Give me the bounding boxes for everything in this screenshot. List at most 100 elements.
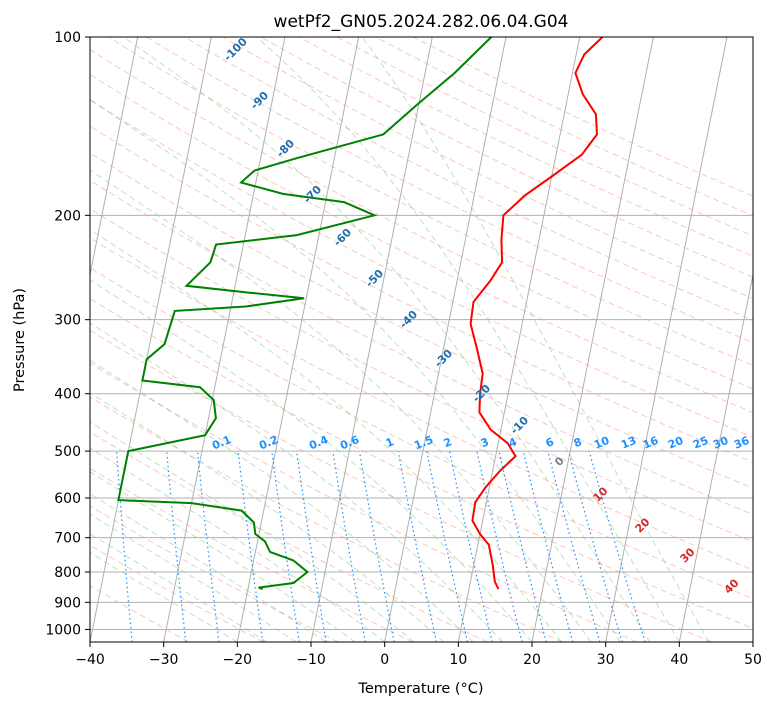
moist-adiabat-label: 0 [552, 454, 567, 469]
mixing-ratio-label: 6 [544, 435, 556, 450]
dry-adiabat-line [90, 362, 638, 642]
mixing-ratio-label: 3 [479, 435, 491, 450]
moist-adiabat-label: 40 [722, 576, 742, 596]
x-tick-label: 30 [597, 652, 615, 668]
isotherm-line [0, 37, 64, 642]
mixing-ratio-line [166, 451, 187, 642]
isotherm-label: -30 [432, 347, 455, 370]
dry-adiabat-line [90, 329, 712, 642]
dry-adiabat-line [90, 396, 563, 642]
moist-adiabat-line [90, 322, 503, 642]
isotherm-line [310, 37, 433, 642]
moist-adiabat-line [90, 279, 533, 642]
mixing-ratio-line [498, 450, 547, 642]
dry-adiabat-line [90, 208, 753, 543]
isotherm-line [384, 37, 507, 642]
moist-adiabat-line [90, 533, 268, 642]
x-tick-label: −20 [223, 652, 253, 668]
moist-adiabat-line [90, 359, 474, 642]
moist-adiabat-line [123, 37, 651, 642]
isotherm-line [457, 37, 581, 642]
dry-adiabat-line [90, 585, 190, 642]
moist-adiabat-line [90, 513, 297, 642]
axes: −40 −30 −20 −10 0 10 20 30 40 5010020030040050060… [45, 30, 762, 668]
isotherm-line [236, 37, 360, 642]
isotherm-line [90, 37, 212, 642]
mixing-ratio-label: 0.2 [257, 433, 280, 452]
isotherm-line [90, 37, 139, 278]
x-tick-label: −10 [296, 652, 326, 668]
mixing-ratio-label: 13 [619, 434, 638, 452]
dry-adiabat-line [107, 37, 753, 366]
moist-adiabat-line [90, 169, 592, 642]
mixing-ratio-line [296, 451, 327, 642]
moist-adiabat-line [90, 552, 238, 642]
moist-adiabat-line [361, 37, 710, 642]
mixing-ratio-label: 4 [507, 435, 519, 450]
dry-adiabat-line [90, 49, 753, 390]
y-tick-label: 100 [54, 30, 81, 46]
x-tick-label: −40 [75, 652, 105, 668]
isotherm-line [531, 37, 654, 642]
mixing-ratio-label: 20 [666, 434, 685, 452]
isotherm-line [605, 37, 728, 642]
mixing-ratio-line [448, 450, 493, 642]
chart-title: wetPf2_GN05.2024.282.06.04.G04 [274, 12, 569, 32]
dry-adiabat-line [336, 37, 753, 237]
isotherm-label: -40 [397, 308, 420, 331]
mixing-ratio-line [358, 450, 395, 642]
dry-adiabat-line [90, 431, 488, 642]
x-tick-label: −30 [149, 652, 179, 668]
dry-adiabat-line [90, 544, 264, 642]
x-tick-label: 10 [449, 652, 467, 668]
dry-adiabat-line [298, 37, 753, 257]
moist-adiabat-label: 30 [678, 545, 698, 565]
y-tick-label: 200 [54, 208, 81, 224]
x-tick-label: 50 [744, 652, 762, 668]
mixing-ratio-line [237, 451, 264, 642]
mixing-ratio-line [196, 451, 220, 642]
mixing-ratio-label: 1 [384, 435, 396, 450]
mixing-ratio-label: 1.5 [412, 433, 435, 452]
y-tick-label: 300 [54, 313, 81, 329]
mixing-ratio-line [476, 450, 523, 642]
mixing-ratio-line [332, 451, 366, 642]
mixing-ratio-label: 30 [711, 434, 730, 452]
mixing-ratio-line [547, 450, 601, 642]
moist-adiabat-line [90, 98, 621, 642]
temperature-profile-line [469, 37, 604, 590]
moist-adiabat-line [90, 447, 385, 642]
isotherm-label: -50 [363, 267, 386, 290]
moist-adiabat-line [90, 421, 415, 642]
y-tick-label: 700 [54, 531, 81, 547]
mixing-ratio-line [522, 450, 574, 642]
dry-adiabat-line [90, 505, 339, 642]
y-tick-label: 1000 [45, 622, 81, 638]
isotherm-line [752, 639, 753, 642]
mixing-ratio-line [588, 450, 646, 642]
moist-adiabat-line [90, 493, 326, 642]
y-tick-label: 400 [54, 387, 81, 403]
y-tick-label: 900 [54, 595, 81, 611]
dry-adiabat-line [145, 37, 753, 344]
mixing-ratio-label: 2 [442, 435, 454, 450]
mixing-ratio-line [426, 450, 469, 642]
mixing-ratio-label: 10 [592, 434, 611, 452]
mixing-ratio-label: 8 [572, 435, 584, 450]
moist-adiabat-line [90, 471, 356, 642]
isotherm-label: -100 [221, 35, 250, 64]
y-tick-label: 500 [54, 444, 81, 460]
isotherm-label: -60 [331, 226, 354, 249]
dry-adiabat-line [90, 237, 753, 571]
plot-area: -100-90-80-70-60-50-40-30-20-100.1 0.2 0.4… [0, 35, 753, 642]
dry-adiabat-line [90, 125, 753, 463]
x-tick-label: 0 [380, 652, 389, 668]
y-axis-title: Pressure (hPa) [12, 288, 28, 392]
mixing-ratio-label: 16 [641, 434, 660, 452]
isotherm-line [678, 272, 753, 642]
dry-adiabat-line [90, 152, 753, 489]
isotherm-label: -80 [274, 137, 297, 160]
mixing-ratio-label: 25 [691, 434, 710, 452]
dry-adiabat-line [90, 73, 753, 414]
